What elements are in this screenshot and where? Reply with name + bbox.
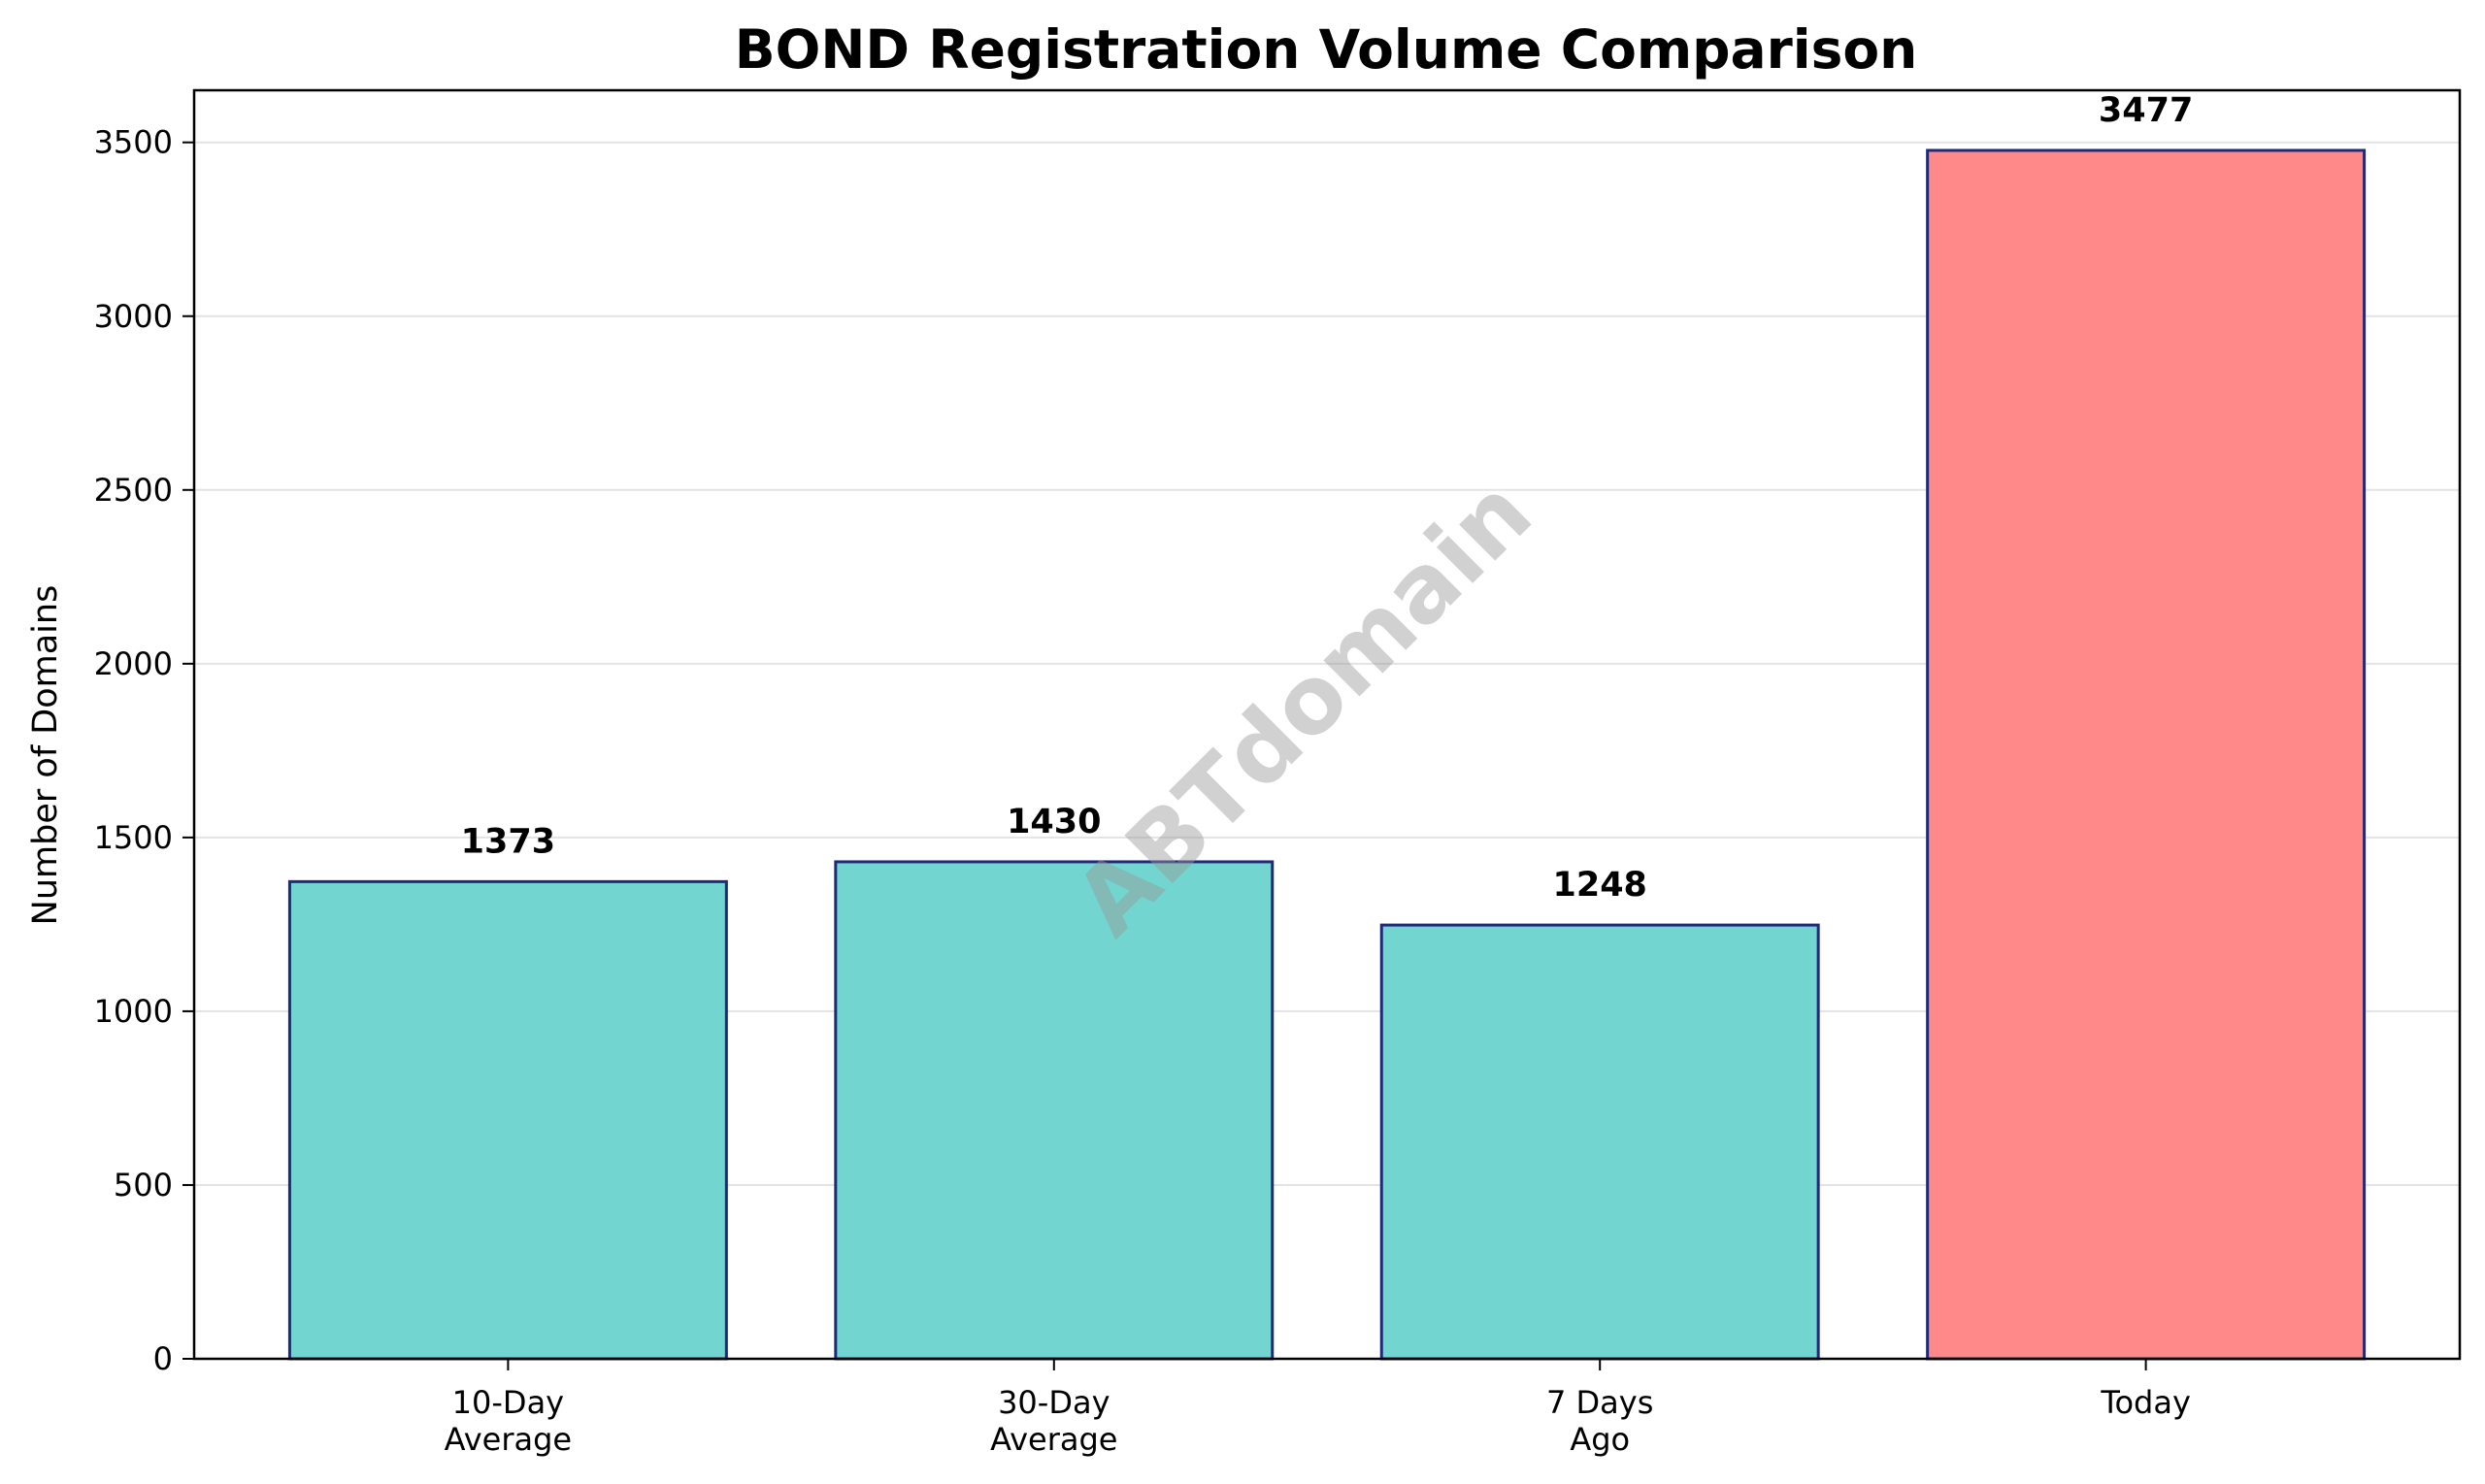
y-tick-label: 2500 (94, 472, 173, 509)
x-tick-label: 7 Days Ago (1546, 1384, 1653, 1458)
axes (192, 88, 2462, 1361)
bar (287, 879, 728, 1361)
chart-title: BOND Registration Volume Comparison (735, 18, 1918, 81)
x-tick-label: Today (2100, 1384, 2191, 1421)
y-axis-label: Number of Domains (26, 585, 65, 926)
y-tick-label: 2000 (94, 645, 173, 682)
bars (287, 148, 2367, 1361)
x-tick-label: 10-Day Average (445, 1384, 572, 1458)
y-axis-ticks: 0 500 1000 1500 2000 2500 3000 3500 (94, 124, 194, 1377)
y-tick-label: 1000 (94, 993, 173, 1030)
y-tick-label: 3000 (94, 298, 173, 335)
data-label: 1430 (1007, 803, 1101, 841)
y-tick-label: 0 (153, 1340, 173, 1377)
x-axis-ticks: 10-Day Average 30-Day Average 7 Days Ago Today (445, 1359, 2191, 1458)
bar (1379, 923, 1820, 1361)
data-label: 1248 (1552, 866, 1646, 905)
plot-frame (192, 88, 2462, 1361)
y-tick-label: 3500 (94, 124, 173, 161)
data-label: 1373 (461, 822, 555, 861)
bar (834, 860, 1275, 1361)
y-tick-label: 1500 (94, 819, 173, 856)
data-label: 3477 (2099, 91, 2193, 130)
data-labels: 1373 1430 1248 3477 (461, 91, 2194, 905)
bar (1926, 148, 2367, 1361)
y-tick-label: 500 (114, 1167, 173, 1204)
watermark-text: ABTdomain (1054, 458, 1552, 956)
x-tick-label: 30-Day Average (990, 1384, 1117, 1458)
